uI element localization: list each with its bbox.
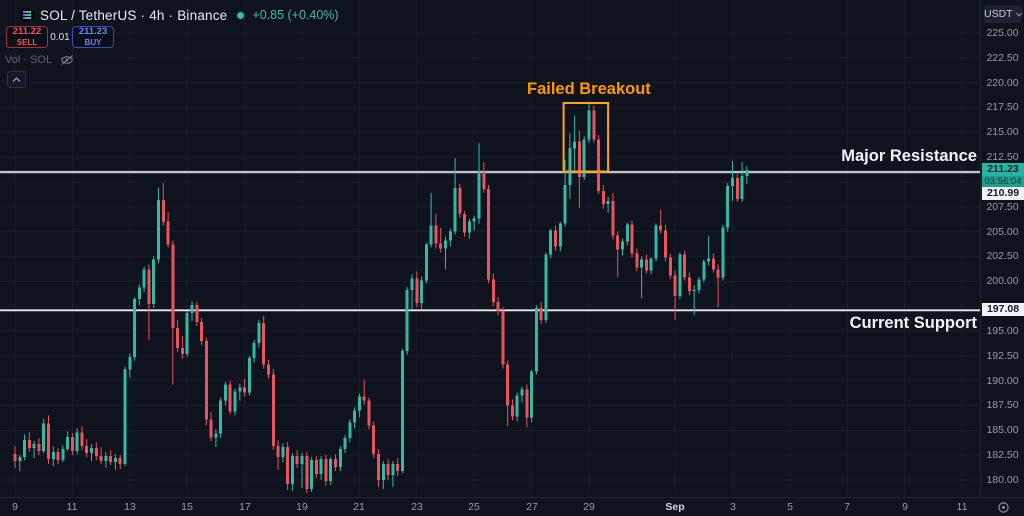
time-tick-label: 7 [844,501,850,513]
price-tick-label: 205.00 [986,226,1019,238]
time-tick-label: 3 [730,501,736,513]
symbol-title[interactable]: SOL / TetherUS · 4h · Binance [40,7,228,23]
price-axis[interactable]: USDT 225.00 222.50 220.00 217.50 215.00 212.5… [980,0,1024,497]
visibility-eye-icon[interactable] [60,54,74,66]
time-tick-label: 5 [787,501,793,513]
sell-price: 211.22 [12,26,42,38]
candlestick-chart[interactable] [0,0,980,516]
time-tick-label: Sep [665,501,685,513]
time-tick-label: 9 [12,501,18,513]
price-tick-label: 212.50 [986,151,1019,163]
currency-label: USDT [984,8,1013,20]
support-price-marker: 197.08 [982,303,1024,316]
price-tick-label: 207.50 [986,201,1019,213]
price-tick-label: 190.00 [986,375,1019,387]
market-status-icon [237,11,245,19]
price-tick-label: 195.00 [986,325,1019,337]
price-tick-label: 182.50 [986,449,1019,461]
time-tick-label: 19 [296,501,308,513]
price-tick-label: 187.50 [986,399,1019,411]
volume-indicator-label[interactable]: Vol · SOL [5,54,53,66]
time-tick-label: 21 [353,501,365,513]
time-tick-label: 13 [124,501,136,513]
time-tick-label: 11 [66,501,78,513]
price-tick-label: 222.50 [986,52,1019,64]
current-price-marker: 211.23 [982,163,1024,176]
time-tick-label: 23 [411,501,423,513]
price-change: +0.85 (+0.40%) [252,8,339,22]
sell-button[interactable]: 211.22 SELL [6,26,48,48]
sell-label: SELL [16,37,38,47]
volume-indicator-row: Vol · SOL [5,54,74,66]
time-tick-label: 15 [181,501,193,513]
price-tick-label: 200.00 [986,275,1019,287]
time-axis[interactable]: 9 11 13 15 17 19 21 23 25 27 29 Sep 3 5 7 9 11 [0,497,1024,516]
symbol-legend: SOL / TetherUS · 4h · Binance +0.85 (+0.… [20,6,339,24]
price-tick-label: 185.00 [986,424,1019,436]
time-tick-label: 27 [526,501,538,513]
time-tick-label: 9 [902,501,908,513]
buy-label: BUY [84,37,102,47]
buy-price: 211.23 [78,26,108,38]
chevron-up-icon [12,76,21,82]
failed-breakout-label[interactable]: Failed Breakout [527,80,651,98]
time-tick-label: 11 [956,501,968,513]
pane-collapse-button[interactable] [7,71,26,88]
time-tick-label: 25 [468,501,480,513]
buy-button[interactable]: 211.23 BUY [72,26,114,48]
chevron-down-icon [1015,12,1022,17]
price-tick-label: 220.00 [986,77,1019,89]
major-resistance-label[interactable]: Major Resistance [841,147,977,165]
currency-selector[interactable]: USDT [984,5,1022,23]
trade-buttons: 211.22 SELL 0.01 211.23 BUY [6,26,114,48]
axis-settings-gear-icon[interactable] [997,501,1010,514]
price-tick-label: 202.50 [986,250,1019,262]
bar-countdown: 03:56:04 [982,176,1024,187]
price-tick-label: 180.00 [986,474,1019,486]
price-tick-label: 215.00 [986,126,1019,138]
price-tick-label: 225.00 [986,27,1019,39]
time-tick-label: 17 [239,501,251,513]
current-support-label[interactable]: Current Support [849,314,977,332]
price-tick-label: 192.50 [986,350,1019,362]
sol-logo-icon [20,8,34,22]
price-tick-label: 217.50 [986,101,1019,113]
spread-value: 0.01 [50,31,70,43]
time-tick-label: 29 [583,501,595,513]
resistance-price-marker: 210.99 [982,187,1024,200]
